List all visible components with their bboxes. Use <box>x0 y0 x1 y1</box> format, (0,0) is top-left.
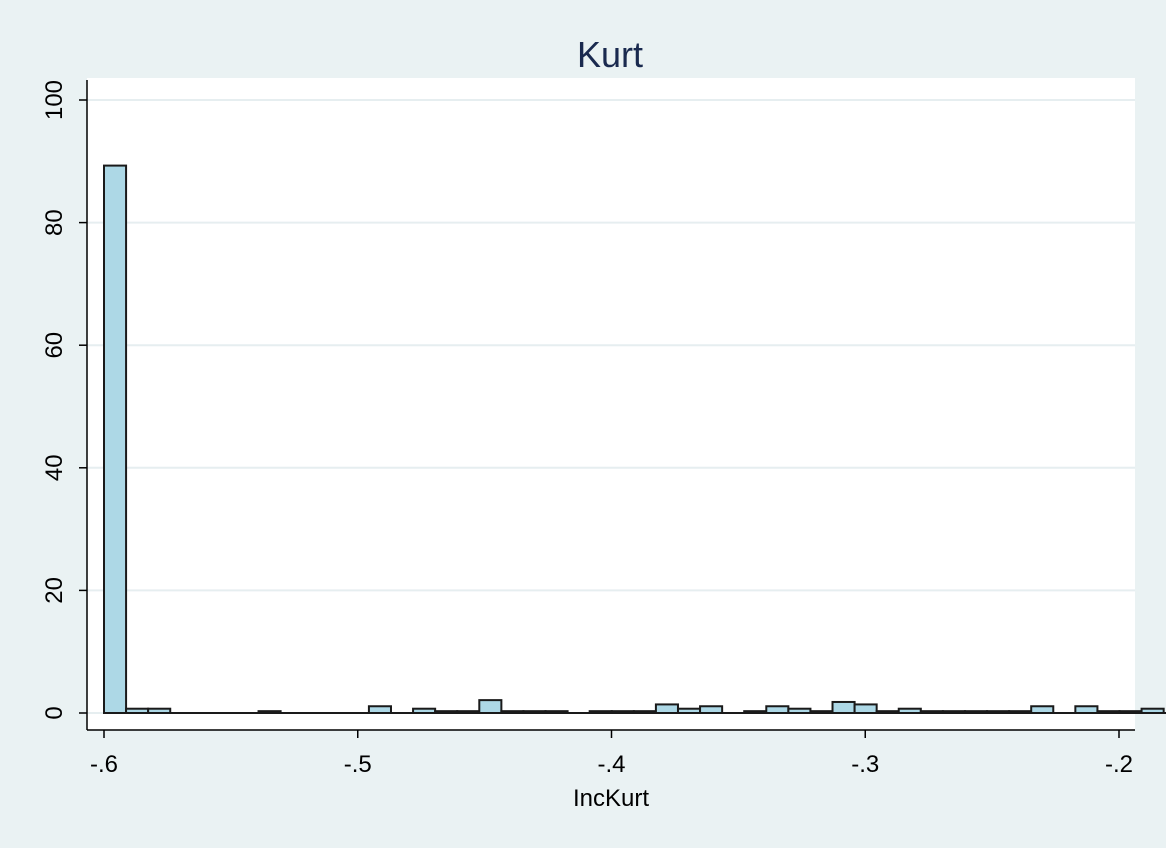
y-tick-label: 100 <box>41 80 68 120</box>
y-tick-label: 60 <box>41 332 68 359</box>
histogram-bar <box>853 703 878 715</box>
histogram-bar <box>654 703 679 715</box>
histogram-bars <box>103 164 1166 715</box>
histogram-bar <box>478 699 503 715</box>
histogram-bar <box>1074 705 1099 715</box>
x-tick-label: -.5 <box>344 751 372 778</box>
axes: 0 20 40 60 80 100 -.6 -.5 -.4 -.3 -.2 <box>41 80 1135 778</box>
x-tick-label: -.2 <box>1105 751 1133 778</box>
plot-area <box>87 78 1135 730</box>
histogram-bar <box>1030 705 1055 715</box>
y-tick-label: 40 <box>41 454 68 481</box>
histogram-bar <box>765 705 790 715</box>
x-tick-label: -.6 <box>90 751 118 778</box>
x-tick-label: -.3 <box>851 751 879 778</box>
x-tick-label: -.4 <box>597 751 625 778</box>
histogram-bar <box>103 164 128 714</box>
histogram-bar <box>831 700 856 715</box>
y-tick-label: 20 <box>41 577 68 604</box>
y-tick-label: 0 <box>41 706 68 719</box>
histogram-bar <box>699 705 724 715</box>
histogram-bar <box>367 705 392 715</box>
chart-title: Kurt <box>577 34 643 75</box>
x-axis-label: IncKurt <box>573 785 649 812</box>
y-tick-label: 80 <box>41 209 68 236</box>
